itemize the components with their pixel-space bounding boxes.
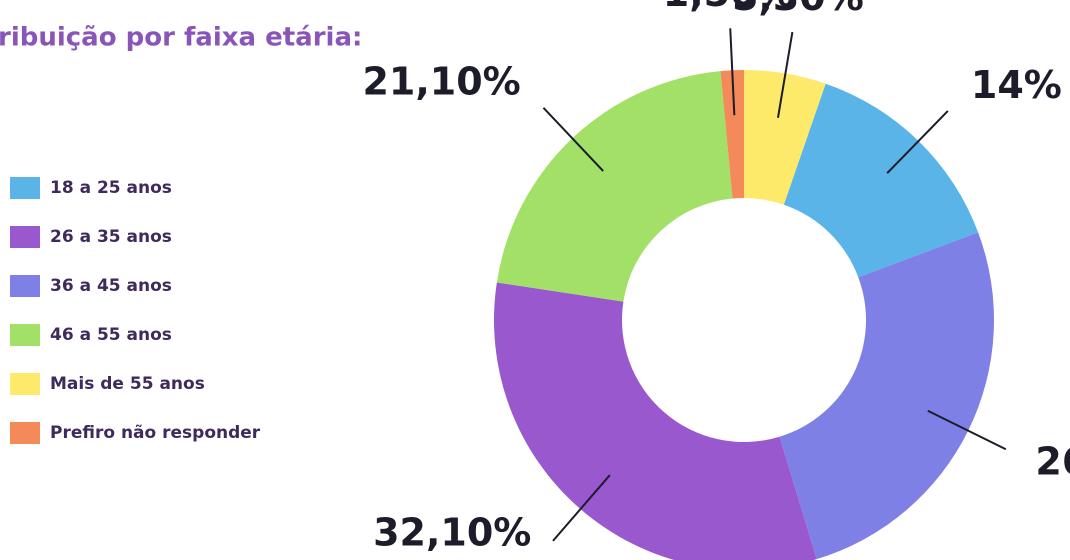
chart-title: ribuição por faixa etária: xyxy=(0,23,362,53)
leader-line xyxy=(729,28,736,116)
legend-swatch xyxy=(10,275,40,297)
data-label: 32,10% xyxy=(373,511,531,555)
legend-label: 36 a 45 anos xyxy=(50,276,172,296)
leader-line xyxy=(886,110,949,174)
donut-slice xyxy=(496,71,733,302)
donut-slice xyxy=(744,70,826,205)
legend-label: 18 a 25 anos xyxy=(50,178,172,198)
data-label: 26% xyxy=(1035,439,1070,483)
legend-swatch xyxy=(10,177,40,199)
legend-label: Mais de 55 anos xyxy=(50,374,205,394)
legend-swatch xyxy=(10,324,40,346)
data-label: 1,50% xyxy=(663,0,795,15)
legend-label: Prefiro não responder xyxy=(50,423,261,443)
donut-slice xyxy=(720,70,744,199)
leader-line xyxy=(776,31,794,119)
donut-slice xyxy=(494,282,817,560)
leader-line xyxy=(927,409,1007,451)
legend-swatch xyxy=(10,373,40,395)
data-label: 5,30% xyxy=(732,0,864,19)
legend-label: 46 a 55 anos xyxy=(50,325,172,345)
leader-line xyxy=(552,474,611,542)
leader-line xyxy=(542,107,604,172)
legend-swatch xyxy=(10,422,40,444)
donut-slice xyxy=(783,83,979,278)
legend-swatch xyxy=(10,226,40,248)
data-label: 14% xyxy=(971,63,1062,107)
data-label: 21,10% xyxy=(362,59,520,103)
donut-slice xyxy=(779,232,994,560)
legend-label: 26 a 35 anos xyxy=(50,227,172,247)
